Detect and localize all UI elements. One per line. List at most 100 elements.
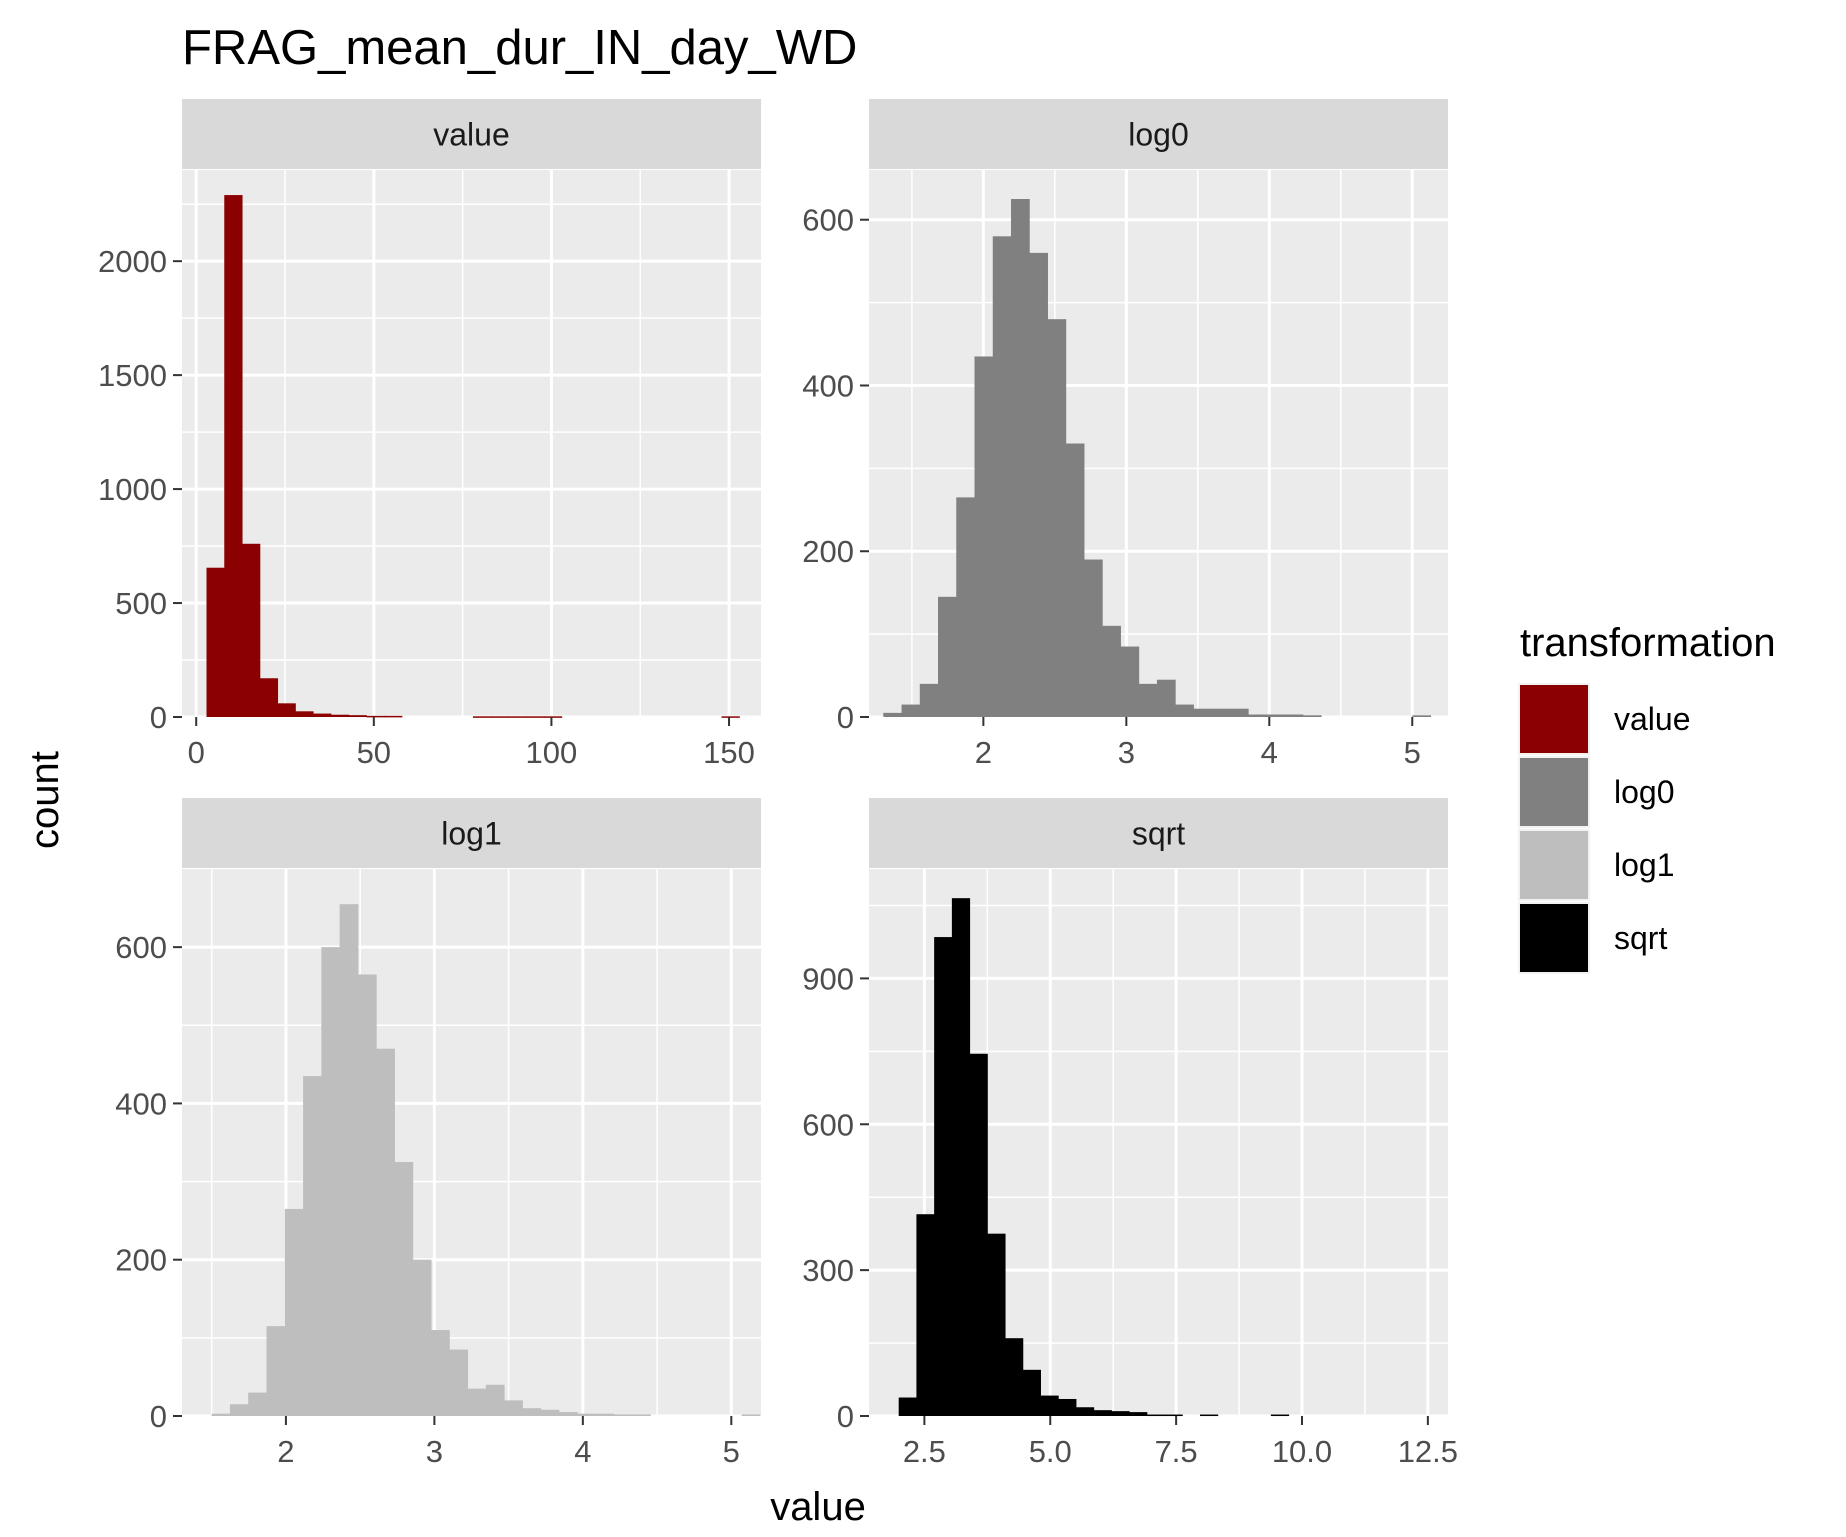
histogram-bar bbox=[376, 1048, 395, 1416]
histogram-bar bbox=[259, 678, 279, 717]
histogram-bar bbox=[1058, 1398, 1077, 1416]
y-tick-label: 0 bbox=[837, 1399, 854, 1434]
legend-swatch-sqrt bbox=[1520, 904, 1588, 972]
legend-label-value: value bbox=[1614, 701, 1691, 737]
histogram-bar bbox=[206, 567, 225, 717]
histogram-bar bbox=[577, 1413, 596, 1416]
histogram-bar bbox=[1047, 319, 1067, 717]
x-tick-label: 0 bbox=[188, 735, 205, 770]
histogram-bar bbox=[741, 1414, 761, 1416]
x-tick-label: 5 bbox=[723, 1434, 740, 1469]
y-tick-label: 500 bbox=[115, 586, 167, 621]
y-tick-label: 900 bbox=[802, 961, 854, 996]
legend-label-sqrt: sqrt bbox=[1614, 920, 1667, 956]
y-tick-label: 200 bbox=[115, 1243, 167, 1278]
histogram-bar bbox=[1248, 714, 1267, 717]
histogram-bar bbox=[1040, 1395, 1059, 1416]
legend-swatch-log1 bbox=[1520, 831, 1588, 899]
legend: transformation value log0 log1 sqrt bbox=[1518, 621, 1776, 974]
histogram-bar bbox=[224, 195, 243, 718]
histogram-bar bbox=[919, 683, 939, 717]
histogram-bar bbox=[1199, 1414, 1219, 1417]
histogram-bar bbox=[938, 596, 957, 717]
histogram-bar bbox=[284, 1208, 304, 1416]
x-tick-label: 12.5 bbox=[1398, 1434, 1458, 1469]
histogram-bar bbox=[1266, 714, 1286, 717]
histogram-bar bbox=[1111, 1411, 1130, 1416]
histogram-bar bbox=[987, 1233, 1006, 1416]
histogram-bar bbox=[613, 1414, 633, 1416]
x-tick-label: 7.5 bbox=[1155, 1434, 1198, 1469]
histogram-bar bbox=[384, 715, 403, 718]
histogram-bar bbox=[1102, 625, 1121, 717]
histogram-bar bbox=[1193, 708, 1213, 717]
legend-label-log0: log0 bbox=[1614, 774, 1675, 810]
y-tick-label: 200 bbox=[802, 534, 854, 569]
x-tick-label: 4 bbox=[574, 1434, 591, 1469]
histogram-bar bbox=[721, 716, 740, 718]
x-tick-label: 2.5 bbox=[903, 1434, 946, 1469]
histogram-bar bbox=[242, 543, 261, 717]
histogram-bar bbox=[504, 1400, 523, 1416]
histogram-bar bbox=[934, 937, 953, 1416]
x-axis-title: value bbox=[770, 1485, 866, 1529]
x-tick-label: 5.0 bbox=[1029, 1434, 1072, 1469]
histogram-bar bbox=[357, 974, 377, 1416]
y-tick-label: 300 bbox=[802, 1253, 854, 1288]
histogram-bar bbox=[295, 711, 314, 717]
histogram-bar bbox=[321, 947, 341, 1416]
histogram-bar bbox=[1146, 1414, 1166, 1417]
panel-log1: log1 0 200 400 600 2 3 4 5 bbox=[115, 798, 761, 1469]
histogram-bar bbox=[916, 1214, 935, 1416]
histogram-bar bbox=[1284, 714, 1304, 717]
y-tick-label: 400 bbox=[802, 368, 854, 403]
legend-swatch-value bbox=[1520, 685, 1588, 753]
histogram-bar bbox=[1229, 708, 1249, 717]
histogram-bar bbox=[1029, 252, 1048, 717]
y-axis-title: count bbox=[23, 751, 67, 849]
histogram-bar bbox=[522, 1408, 542, 1416]
histogram-bar bbox=[1129, 1412, 1148, 1416]
histogram-bar bbox=[1022, 1369, 1041, 1416]
panel-sqrt: sqrt 0 300 600 900 2.5 5.0 7.5 10.0 12.5 bbox=[802, 798, 1458, 1469]
x-tick-label: 50 bbox=[357, 735, 391, 770]
histogram-bar bbox=[632, 1414, 651, 1416]
y-tick-label: 0 bbox=[150, 700, 167, 735]
histogram-bar bbox=[543, 716, 563, 718]
histogram-bar bbox=[394, 1162, 414, 1416]
histogram-bar bbox=[266, 1326, 286, 1416]
strip-log0 bbox=[869, 99, 1448, 169]
histogram-bar bbox=[1065, 443, 1085, 717]
histogram-bar bbox=[1010, 199, 1030, 717]
histogram-bar bbox=[211, 1413, 231, 1416]
histogram-bar bbox=[229, 1404, 249, 1416]
histogram-bar bbox=[277, 703, 296, 717]
legend-title: transformation bbox=[1520, 621, 1776, 665]
y-tick-label: 1000 bbox=[98, 472, 167, 507]
x-tick-label: 2 bbox=[277, 1434, 294, 1469]
histogram-bar bbox=[1412, 715, 1432, 717]
legend-swatch-log0 bbox=[1520, 758, 1588, 826]
histogram-bar bbox=[508, 716, 527, 718]
histogram-bar bbox=[1156, 679, 1176, 717]
histogram-bar bbox=[449, 1349, 469, 1416]
x-tick-label: 3 bbox=[1118, 735, 1135, 770]
strip-log1 bbox=[182, 798, 761, 868]
x-tick-label: 3 bbox=[426, 1434, 443, 1469]
strip-label-sqrt: sqrt bbox=[1132, 816, 1185, 852]
panel-value: value 0 500 1000 1500 2000 0 50 100 150 bbox=[98, 99, 761, 770]
histogram-bar bbox=[1005, 1338, 1024, 1416]
y-tick-label: 1500 bbox=[98, 358, 167, 393]
legend-keys: value log0 log1 sqrt bbox=[1518, 683, 1691, 974]
panel-background-log1 bbox=[182, 869, 761, 1416]
histogram-bar bbox=[540, 1409, 560, 1416]
histogram-bar bbox=[595, 1413, 615, 1416]
strip-sqrt bbox=[869, 798, 1448, 868]
histogram-bar bbox=[1164, 1414, 1183, 1417]
y-tick-label: 2000 bbox=[98, 244, 167, 279]
x-tick-label: 100 bbox=[526, 735, 578, 770]
histogram-bar bbox=[485, 1384, 505, 1416]
histogram-bar bbox=[901, 704, 921, 717]
histogram-bar bbox=[898, 1397, 917, 1416]
